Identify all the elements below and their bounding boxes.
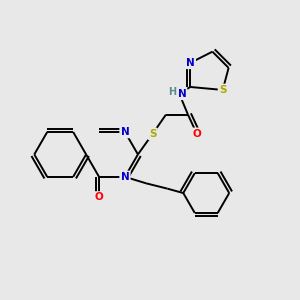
Text: S: S [149,129,156,139]
Text: N: N [186,58,195,68]
Text: O: O [95,193,103,202]
Text: N: N [121,127,129,137]
Text: N: N [178,89,187,99]
Text: O: O [192,129,201,139]
Text: N: N [121,172,129,182]
Text: H: H [169,87,177,97]
Text: S: S [219,85,226,95]
